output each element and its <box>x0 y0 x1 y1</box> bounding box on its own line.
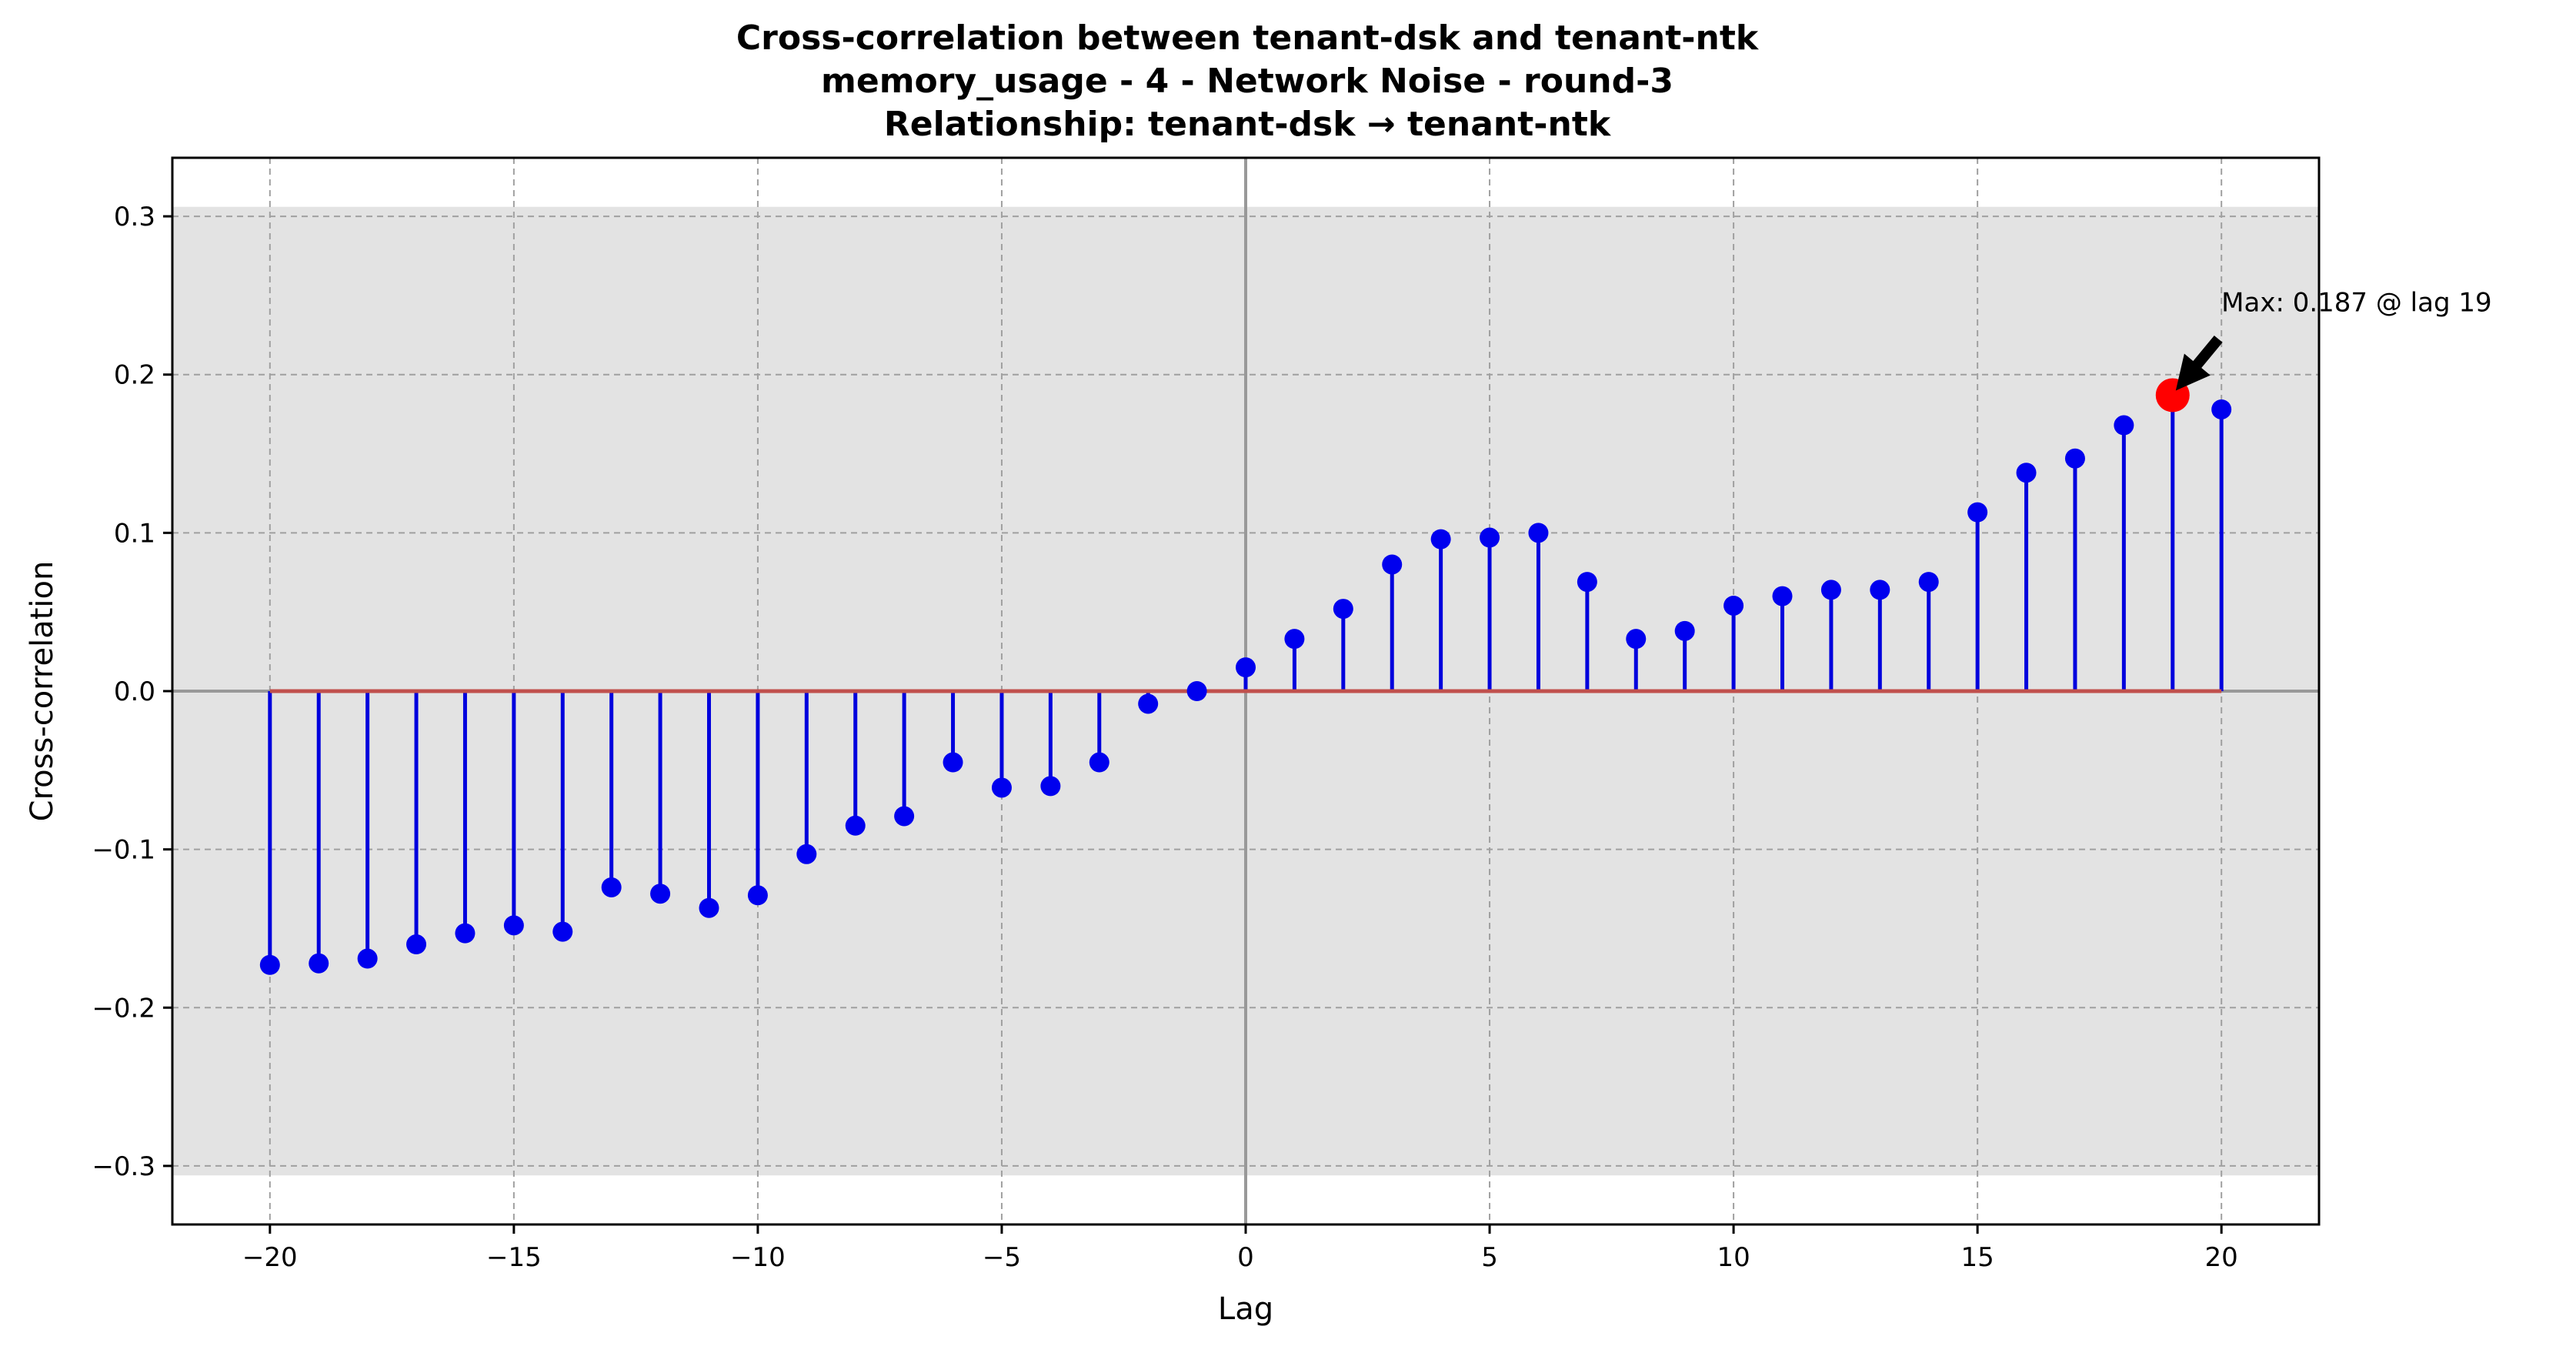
chart-title-line-2: memory_usage - 4 - Network Noise - round… <box>821 62 1673 101</box>
stem-marker <box>1284 629 1305 650</box>
x-tick-label: 5 <box>1481 1242 1498 1273</box>
stem-marker <box>1430 529 1451 550</box>
y-tick-label: 0.0 <box>114 676 155 707</box>
stem-marker <box>650 884 671 904</box>
x-tick-label: 20 <box>2205 1242 2238 1273</box>
y-tick-label: 0.3 <box>114 202 155 232</box>
stem-marker <box>894 806 915 827</box>
stem-marker <box>1626 629 1647 650</box>
stem-marker <box>1480 527 1500 548</box>
x-tick-label: 0 <box>1237 1242 1254 1273</box>
x-axis-label: Lag <box>1218 1291 1273 1327</box>
y-tick-label: −0.3 <box>92 1151 155 1182</box>
stem-marker <box>1236 657 1256 678</box>
stem-marker <box>552 921 573 942</box>
y-tick-label: 0.1 <box>114 518 155 549</box>
stem-marker <box>1772 586 1793 606</box>
stem-marker <box>1138 693 1159 714</box>
stem-marker <box>455 923 475 944</box>
x-axis-ticks: −20 −15 −10 −5 0 5 10 15 20 <box>242 1224 2238 1273</box>
stem-marker <box>796 844 817 864</box>
stem-marker <box>1674 620 1695 641</box>
stem-marker <box>357 948 378 969</box>
stem-marker <box>1333 599 1353 620</box>
annotation-arrow <box>2175 336 2223 391</box>
stem-marker <box>406 934 427 955</box>
stem-marker <box>1528 523 1549 543</box>
x-tick-label: −5 <box>983 1242 1021 1273</box>
stem-marker <box>845 815 866 836</box>
y-axis-label: Cross-correlation <box>25 561 60 822</box>
max-annotation: Max: 0.187 @ lag 19 <box>2175 287 2492 391</box>
stem-marker <box>991 777 1012 798</box>
y-tick-label: −0.1 <box>92 835 155 866</box>
x-tick-label: −20 <box>242 1242 298 1273</box>
chart-title-line-3: Relationship: tenant-dsk → tenant-ntk <box>884 105 1612 144</box>
x-tick-label: −10 <box>730 1242 786 1273</box>
stem-marker <box>1577 572 1597 593</box>
stem-markers <box>259 378 2232 975</box>
stem-marker <box>2211 399 2232 419</box>
stem-marker <box>601 877 622 897</box>
stem-marker <box>259 954 280 975</box>
y-tick-label: −0.2 <box>92 993 155 1024</box>
stem-marker <box>1089 752 1109 773</box>
y-tick-label: 0.2 <box>114 360 155 391</box>
stem-marker <box>1382 554 1403 575</box>
stem-marker <box>2064 448 2085 469</box>
stem-marker <box>1040 776 1061 797</box>
stem-marker <box>1918 572 1939 593</box>
chart-title-line-1: Cross-correlation between tenant-dsk and… <box>736 18 1760 58</box>
x-tick-label: 10 <box>1717 1242 1750 1273</box>
y-axis-ticks: −0.3 −0.2 −0.1 0.0 0.1 0.2 0.3 <box>92 202 172 1182</box>
stems <box>268 395 2224 965</box>
stem-marker <box>1870 580 1890 600</box>
stem-marker <box>699 897 719 918</box>
stem-marker <box>2016 463 2037 483</box>
stem-marker <box>747 885 768 906</box>
stem-marker <box>1967 502 1988 523</box>
x-tick-label: 15 <box>1961 1242 1994 1273</box>
stem-marker <box>309 953 329 974</box>
annotation-label: Max: 0.187 @ lag 19 <box>2221 287 2491 318</box>
stem-marker <box>1723 595 1744 616</box>
stem-marker <box>2114 415 2134 436</box>
x-tick-label: −15 <box>486 1242 542 1273</box>
stem-marker <box>1186 681 1207 701</box>
stem-marker <box>503 915 524 936</box>
stem-marker <box>1820 580 1841 600</box>
stem-marker <box>943 752 963 773</box>
